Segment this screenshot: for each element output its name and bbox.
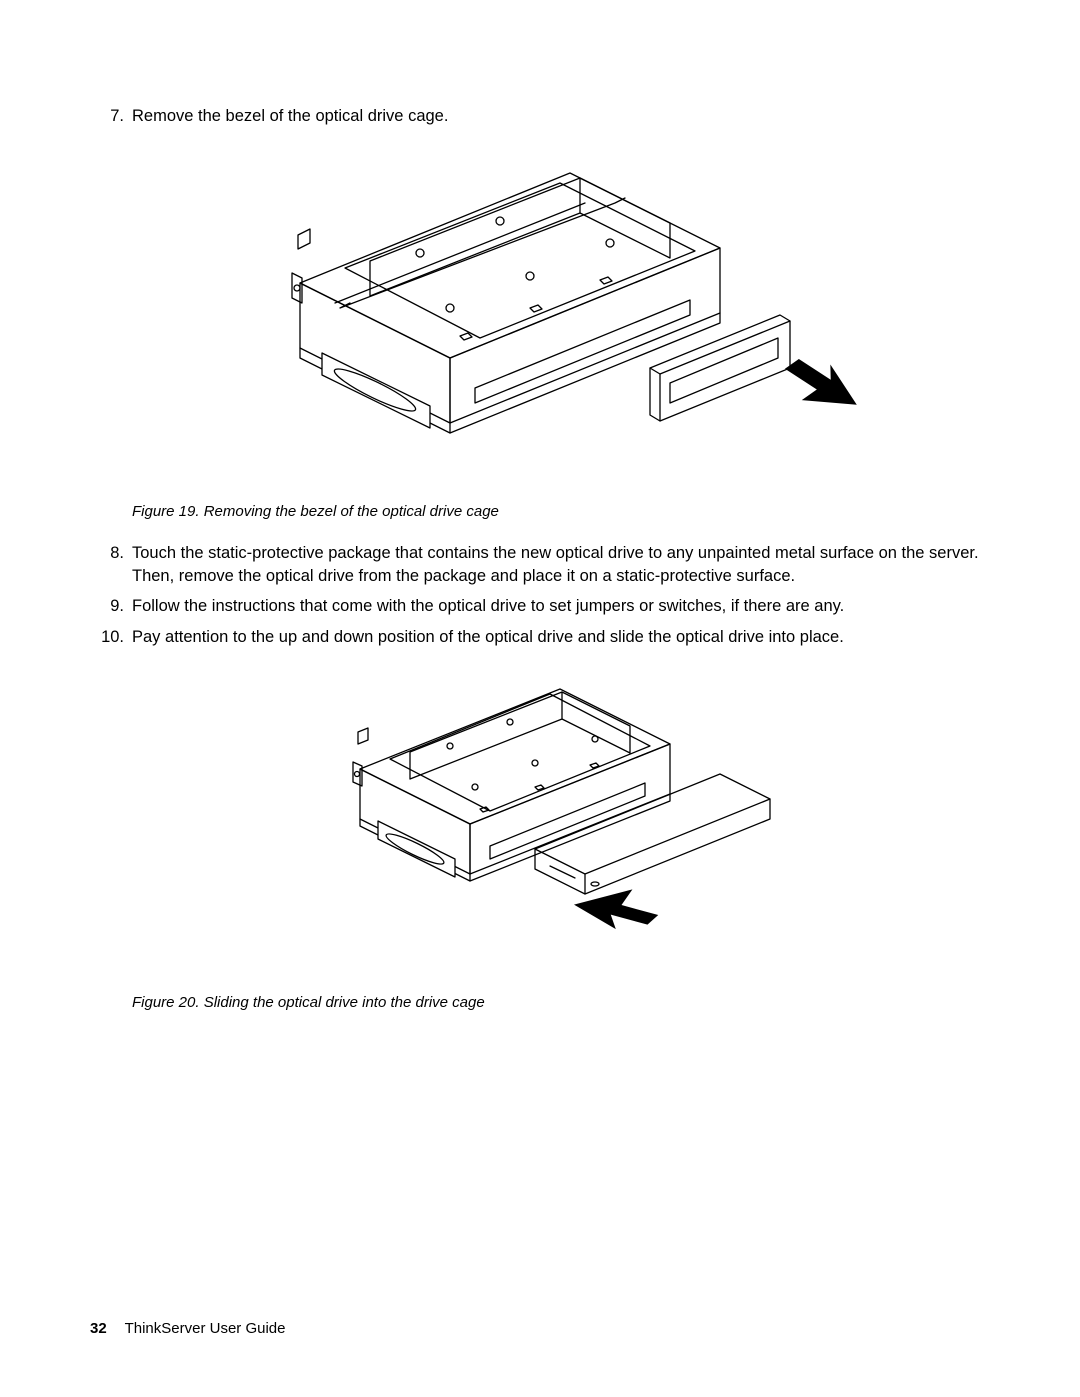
step-text: Follow the instructions that come with t… [132,595,990,618]
step-text: Remove the bezel of the optical drive ca… [132,105,990,128]
figure-19-caption: Figure 19. Removing the bezel of the opt… [132,503,990,520]
step-item: 8. Touch the static-protective package t… [90,542,990,588]
step-number: 10. [90,626,132,649]
drive-insertion-diagram [300,674,780,974]
figure-20-caption: Figure 20. Sliding the optical drive int… [132,994,990,1011]
step-number: 7. [90,105,132,128]
page-footer: 32 ThinkServer User Guide [90,1320,286,1337]
step-number: 9. [90,595,132,618]
figure-20-illustration [90,674,990,979]
step-text: Pay attention to the up and down positio… [132,626,990,649]
step-text: Touch the static-protective package that… [132,542,990,588]
step-item: 10. Pay attention to the up and down pos… [90,626,990,649]
step-item: 9. Follow the instructions that come wit… [90,595,990,618]
step-number: 8. [90,542,132,588]
document-title: ThinkServer User Guide [125,1320,286,1337]
step-item: 7. Remove the bezel of the optical drive… [90,105,990,128]
figure-19-illustration [90,153,990,488]
drive-cage-bezel-removal-diagram [220,153,860,483]
page-number: 32 [90,1320,107,1337]
